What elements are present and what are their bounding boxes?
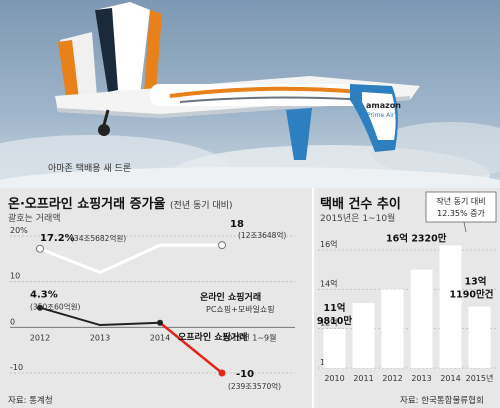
y-tick-label: 16억 <box>320 239 338 249</box>
parcel-count-panel: 택배 건수 추이 2015년은 1~10월 16억14억12억10억201020… <box>314 188 500 408</box>
bar <box>323 329 346 368</box>
x-tick-label: 2012 <box>30 333 50 342</box>
y-tick-label: 20% <box>10 226 28 235</box>
drone-photo: amazon Prime Air 아마존 택배용 새 드론 <box>0 0 500 188</box>
series-name-offline: 오프라인 쇼핑거래 <box>178 331 247 343</box>
bar <box>352 303 375 368</box>
callout-box <box>425 191 497 223</box>
data-point-online <box>218 241 226 250</box>
shopping-growth-title-note: (전년 동기 대비) <box>170 201 233 211</box>
data-label-amount: (350조60억원) <box>30 303 80 312</box>
x-tick-label: 2010 <box>324 374 344 383</box>
data-label-value: -10 <box>236 369 254 380</box>
bar-value-label: 1190만건 <box>450 289 494 301</box>
drone-illustration: amazon Prime Air <box>0 0 500 188</box>
y-tick-label: 0 <box>10 317 15 326</box>
callout-pointer <box>463 221 467 233</box>
y-tick-label: -10 <box>10 363 23 372</box>
photo-caption: 아마존 택배용 새 드론 <box>48 164 132 174</box>
series-line-offline-drop <box>159 321 223 374</box>
shopping-growth-subtitle: 괄호는 거래액 <box>8 214 61 224</box>
x-tick-label: 2015년 <box>466 373 494 383</box>
shopping-growth-title: 온·오프라인 쇼핑거래 증가율 (전년 동기 대비) <box>8 193 232 212</box>
data-point-offline <box>157 319 163 326</box>
y-tick-label: 14억 <box>320 278 338 288</box>
x-tick-label: 2011 <box>353 374 373 383</box>
data-point-offline <box>218 369 226 377</box>
y-tick-label: 12억 <box>320 318 338 328</box>
shopping-growth-title-main: 온·오프라인 쇼핑거래 증가율 <box>8 197 166 212</box>
x-tick-label: 2014 <box>150 333 170 342</box>
data-label-value: 17.2% <box>40 233 75 244</box>
callout-text: 작년 동기 대비 <box>436 196 485 206</box>
data-label-value: 4.3% <box>30 290 58 301</box>
data-label-amount: (12조3648억) <box>238 231 286 240</box>
shopping-growth-panel: 온·오프라인 쇼핑거래 증가율 (전년 동기 대비) 괄호는 거래액 20% 10… <box>0 188 312 408</box>
bar-value-label: 9810만 <box>317 315 352 327</box>
bar-value-label: 13억 <box>465 276 487 288</box>
bar <box>468 306 491 368</box>
x-tick-label: 2015년 1~9월 <box>222 332 277 342</box>
parcel-count-subtitle: 2015년은 1~10월 <box>320 214 396 224</box>
drone-brand-sub-text: Prime Air <box>367 112 395 119</box>
callout-text: 12.35% 증가 <box>437 209 485 218</box>
parcel-count-title: 택배 건수 추이 <box>320 197 401 212</box>
x-tick-label: 2014 <box>440 374 460 383</box>
series-line-offline <box>39 306 161 327</box>
shopping-growth-chart: 20% 10 0 -10 2012 2013 2014 2015년 1~9월 17.2%(34조… <box>10 219 295 391</box>
bar-value-label: 11억 <box>324 302 346 314</box>
series-line-online <box>39 243 222 275</box>
data-point-offline <box>37 304 43 311</box>
series-name-online: 온라인 쇼핑거래 <box>200 291 261 303</box>
bar-value-label: 16억 2320만 <box>386 232 447 244</box>
drone-brand-text: amazon <box>366 101 401 110</box>
data-label-value: 18 <box>230 219 244 230</box>
data-label-amount: (34조5682억원) <box>71 234 126 243</box>
bar <box>410 269 433 368</box>
data-label-amount: (239조3570억) <box>228 382 281 391</box>
x-tick-label: 2013 <box>90 333 110 342</box>
parcel-count-source: 자료: 한국통합물류협회 <box>400 396 484 406</box>
bar <box>381 289 404 368</box>
x-tick-label: 2012 <box>382 374 402 383</box>
x-tick-label: 2013 <box>411 374 431 383</box>
y-tick-label: 10 <box>10 272 20 281</box>
parcel-count-chart: 16억14억12억10억201020112012201320142015년11억… <box>317 191 497 383</box>
data-point-online <box>36 244 44 253</box>
shopping-growth-source: 자료: 통계청 <box>8 396 53 406</box>
series-name-online-note: PC쇼핑+모바일쇼핑 <box>206 304 275 314</box>
bar <box>439 245 462 368</box>
